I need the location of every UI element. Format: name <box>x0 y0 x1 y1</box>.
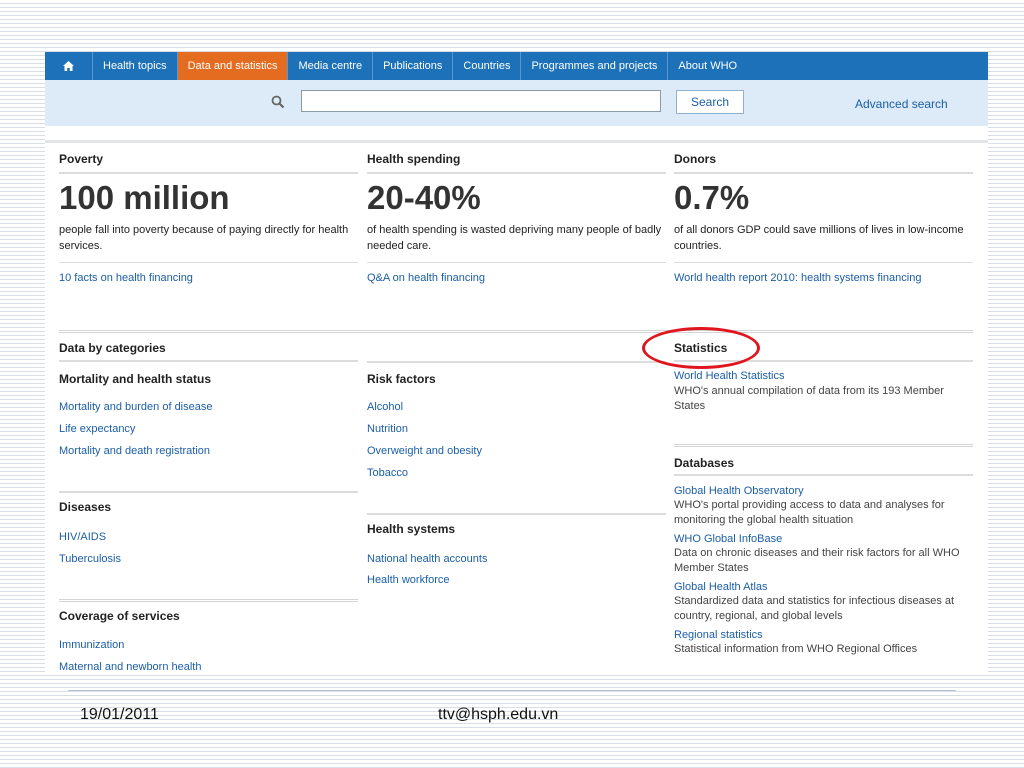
link-tobacco[interactable]: Tobacco <box>367 467 408 479</box>
home-icon <box>62 60 75 72</box>
divider <box>59 491 358 493</box>
link-who-global-infobase[interactable]: WHO Global InfoBase <box>674 533 783 545</box>
link-health-workforce[interactable]: Health workforce <box>367 574 450 586</box>
fact-link[interactable]: Q&A on health financing <box>367 272 486 284</box>
nav-home[interactable] <box>45 52 93 80</box>
link-death-registration[interactable]: Mortality and death registration <box>59 445 211 457</box>
database-item: Global Health Observatory WHO's portal p… <box>674 484 973 528</box>
fact-heading: Health spending <box>367 152 461 166</box>
database-description: Data on chronic diseases and their risk … <box>674 547 960 574</box>
footer-date: 19/01/2011 <box>80 706 159 723</box>
coverage-links: Immunization Maternal and newborn health <box>59 637 358 675</box>
search-input[interactable] <box>301 90 661 112</box>
link-national-health-accounts[interactable]: National health accounts <box>367 553 488 565</box>
risk-heading: Risk factors <box>367 372 436 386</box>
statistics-description: WHO's annual compilation of data from it… <box>674 385 944 412</box>
nav-publications[interactable]: Publications <box>373 52 454 80</box>
risk-links: Alcohol Nutrition Overweight and obesity… <box>367 399 666 481</box>
link-mortality-burden[interactable]: Mortality and burden of disease <box>59 401 213 413</box>
nav-health-topics[interactable]: Health topics <box>93 52 178 80</box>
link-maternal-newborn[interactable]: Maternal and newborn health <box>59 661 202 673</box>
divider <box>59 262 358 263</box>
advanced-search-link[interactable]: Advanced search <box>855 97 948 111</box>
footer-divider <box>68 690 956 691</box>
fact-heading: Poverty <box>59 152 104 166</box>
fact-description: of health spending is wasted depriving m… <box>367 224 662 252</box>
fact-poverty: Poverty 100 million people fall into pov… <box>59 152 358 286</box>
databases-list: Global Health Observatory WHO's portal p… <box>674 484 973 657</box>
diseases-heading: Diseases <box>59 500 112 514</box>
database-item: WHO Global InfoBase Data on chronic dise… <box>674 532 973 576</box>
fact-link[interactable]: World health report 2010: health systems… <box>674 272 922 284</box>
link-life-expectancy[interactable]: Life expectancy <box>59 423 136 435</box>
link-regional-statistics[interactable]: Regional statistics <box>674 629 763 641</box>
databases-heading: Databases <box>674 456 735 470</box>
database-description: Statistical information from WHO Regiona… <box>674 643 918 655</box>
nav-data-and-statistics[interactable]: Data and statistics <box>177 52 289 80</box>
fact-value: 20-40% <box>367 179 481 216</box>
link-world-health-statistics[interactable]: World Health Statistics <box>674 370 785 382</box>
section-divider <box>59 330 973 333</box>
divider <box>59 599 358 602</box>
statistics-highlight-circle <box>642 327 760 369</box>
diseases-links: HIV/AIDS Tuberculosis <box>59 529 358 567</box>
divider <box>674 262 973 263</box>
statistics-entry: World Health Statistics WHO's annual com… <box>674 369 973 414</box>
link-overweight-obesity[interactable]: Overweight and obesity <box>367 445 482 457</box>
fact-heading: Donors <box>674 152 716 166</box>
mortality-links: Mortality and burden of disease Life exp… <box>59 399 358 459</box>
footer-email: ttv@hsph.edu.vn <box>438 706 559 723</box>
link-global-health-observatory[interactable]: Global Health Observatory <box>674 485 804 497</box>
fact-health-spending: Health spending 20-40% of health spendin… <box>367 152 666 286</box>
divider <box>367 513 666 515</box>
divider <box>674 172 973 174</box>
divider <box>674 444 973 447</box>
database-item: Regional statistics Statistical informat… <box>674 628 973 657</box>
fact-value: 100 million <box>59 179 230 216</box>
database-item: Global Health Atlas Standardized data an… <box>674 580 973 624</box>
browser-page: Health topics Data and statistics Media … <box>45 52 988 675</box>
link-nutrition[interactable]: Nutrition <box>367 423 408 435</box>
fact-value: 0.7% <box>674 179 750 216</box>
fact-description: people fall into poverty because of payi… <box>59 224 349 252</box>
divider <box>367 172 666 174</box>
header-separator <box>45 126 988 143</box>
database-description: WHO's portal providing access to data an… <box>674 499 945 526</box>
nav-about-who[interactable]: About WHO <box>678 60 738 72</box>
divider <box>367 262 666 263</box>
fact-description: of all donors GDP could save millions of… <box>674 224 964 252</box>
fact-link[interactable]: 10 facts on health financing <box>59 272 193 284</box>
nav-programmes-and-projects[interactable]: Programmes and projects <box>521 52 669 80</box>
link-immunization[interactable]: Immunization <box>59 639 125 651</box>
divider <box>59 172 358 174</box>
link-tuberculosis[interactable]: Tuberculosis <box>59 553 121 565</box>
search-icon <box>271 95 285 114</box>
systems-links: National health accounts Health workforc… <box>367 551 666 588</box>
coverage-heading: Coverage of services <box>59 609 180 623</box>
divider <box>367 361 666 363</box>
main-nav: Health topics Data and statistics Media … <box>45 52 988 80</box>
database-description: Standardized data and statistics for inf… <box>674 595 955 622</box>
systems-heading: Health systems <box>367 522 456 536</box>
categories-heading: Data by categories <box>59 341 166 355</box>
link-hiv-aids[interactable]: HIV/AIDS <box>59 531 107 543</box>
divider <box>59 360 358 362</box>
mortality-heading: Mortality and health status <box>59 372 212 386</box>
link-alcohol[interactable]: Alcohol <box>367 401 404 413</box>
divider <box>674 474 973 476</box>
nav-media-centre[interactable]: Media centre <box>288 52 374 80</box>
fact-donors: Donors 0.7% of all donors GDP could save… <box>674 152 973 286</box>
search-bar: Search Advanced search <box>45 80 988 126</box>
divider <box>674 360 973 362</box>
link-global-health-atlas[interactable]: Global Health Atlas <box>674 581 768 593</box>
search-button[interactable]: Search <box>676 90 744 114</box>
nav-countries[interactable]: Countries <box>453 52 522 80</box>
